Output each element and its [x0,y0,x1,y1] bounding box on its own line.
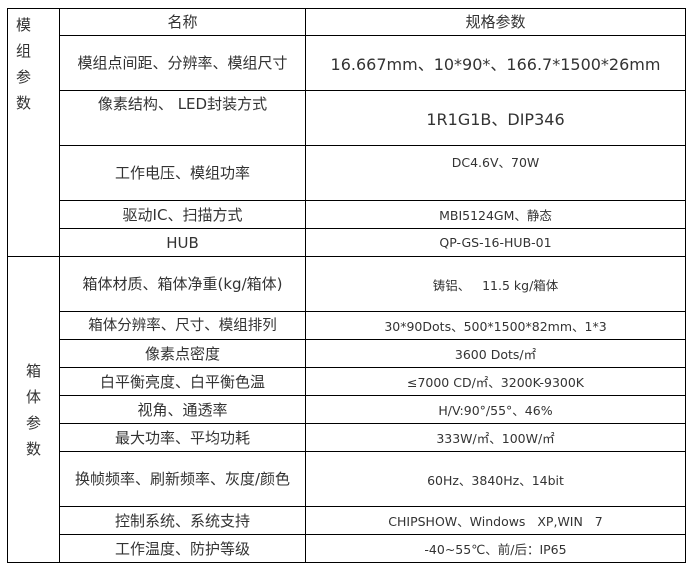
row-name: 箱体分辨率、尺寸、模组排列 [59,311,306,340]
row-name: 箱体材质、箱体净重(kg/箱体) [59,256,306,312]
row-value: 16.667mm、10*90*、166.7*1500*26mm [305,35,686,91]
table-row: 模组点间距、分辨率、模组尺寸 16.667mm、10*90*、166.7*150… [8,35,686,91]
spec-table: 模组参数 名称 规格参数 模组点间距、分辨率、模组尺寸 16.667mm、10*… [7,8,686,563]
table-row: 箱体参数 箱体材质、箱体净重(kg/箱体) 铸铝、 11.5 kg/箱体 [7,256,686,563]
row-value: H/V:90°/55°、46% [305,395,686,424]
row-value: 1R1G1B、DIP346 [305,90,686,146]
row-value: 铸铝、 11.5 kg/箱体 [305,256,686,312]
table-row: 驱动IC、扫描方式 MBI5124GM、静态 [8,200,686,229]
group-label-text: 模组参数 [16,16,32,112]
header-name: 名称 [59,8,306,36]
table-row: 白平衡亮度、白平衡色温 ≤7000 CD/㎡、3200K-9300K [8,367,686,396]
group-label-cabinet: 箱体参数 [7,256,60,563]
row-name: 视角、通透率 [59,395,306,424]
row-name: 工作电压、模组功率 [59,145,306,201]
table-row: 控制系统、系统支持 CHIPSHOW、Windows XP,WIN 7 [8,506,686,535]
row-value: QP-GS-16-HUB-01 [305,228,686,257]
row-value: DC4.6V、70W [305,145,686,201]
row-name: 驱动IC、扫描方式 [59,200,306,229]
table-row: 箱体分辨率、尺寸、模组排列 30*90Dots、500*1500*82mm、1*… [8,311,686,340]
row-name: 换帧频率、刷新频率、灰度/颜色 [59,451,306,507]
row-name: HUB [59,228,306,257]
table-row: 视角、通透率 H/V:90°/55°、46% [8,395,686,424]
header-spec: 规格参数 [305,8,686,36]
row-value: 3600 Dots/㎡ [305,339,686,368]
table-row: 最大功率、平均功耗 333W/㎡、100W/㎡ [8,423,686,452]
table-row: 像素结构、 LED封装方式 1R1G1B、DIP346 [8,90,686,146]
table-row: 换帧频率、刷新频率、灰度/颜色 60Hz、3840Hz、14bit [8,451,686,507]
group-label-text: 箱体参数 [25,361,41,458]
row-name: 模组点间距、分辨率、模组尺寸 [59,35,306,91]
table-row: HUB QP-GS-16-HUB-01 [8,228,686,257]
row-value: 60Hz、3840Hz、14bit [305,451,686,507]
group-label-module: 模组参数 [7,8,60,257]
row-name: 控制系统、系统支持 [59,506,306,535]
row-name: 最大功率、平均功耗 [59,423,306,452]
table-row: 工作电压、模组功率 DC4.6V、70W [8,145,686,201]
row-name: 白平衡亮度、白平衡色温 [59,367,306,396]
row-value: 333W/㎡、100W/㎡ [305,423,686,452]
row-name: 像素结构、 LED封装方式 [59,90,306,146]
row-value: -40~55℃、前/后：IP65 [305,534,686,563]
header-row: 模组参数 名称 规格参数 [7,8,686,257]
table-row: 像素点密度 3600 Dots/㎡ [8,339,686,368]
row-value: CHIPSHOW、Windows XP,WIN 7 [305,506,686,535]
table-row: 工作温度、防护等级 -40~55℃、前/后：IP65 [8,534,686,563]
row-value: ≤7000 CD/㎡、3200K-9300K [305,367,686,396]
row-name: 工作温度、防护等级 [59,534,306,563]
row-value: 30*90Dots、500*1500*82mm、1*3 [305,311,686,340]
row-name: 像素点密度 [59,339,306,368]
row-value: MBI5124GM、静态 [305,200,686,229]
